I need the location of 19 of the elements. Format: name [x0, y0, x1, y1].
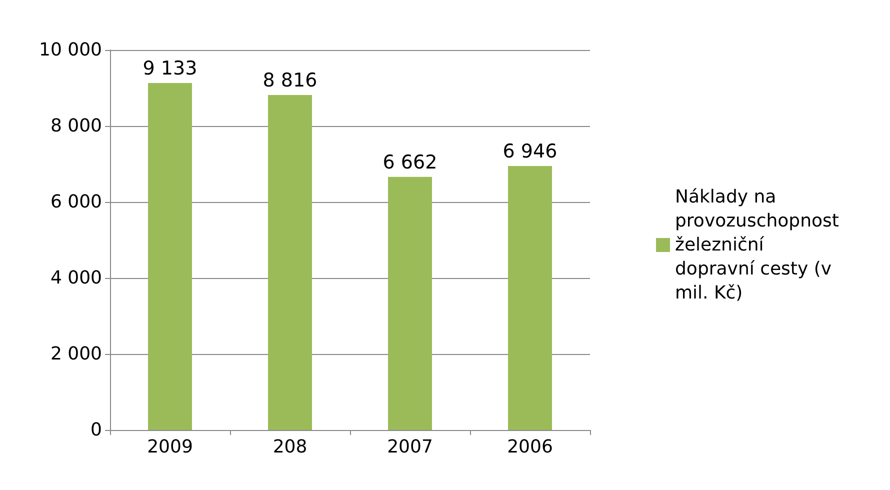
data-label: 8 816: [262, 69, 318, 92]
bar: [148, 82, 192, 430]
x-tick-label: 2007: [387, 436, 433, 458]
bar: [268, 94, 312, 430]
y-tick-label: 10 000: [39, 40, 102, 60]
y-tick-label: 4 000: [50, 268, 102, 288]
x-tick-label: 208: [272, 436, 308, 458]
y-tick-label: 0: [90, 420, 102, 440]
x-tick-label: 2009: [147, 436, 193, 458]
y-tick-label: 6 000: [50, 192, 102, 212]
y-tick-label: 8 000: [50, 116, 102, 136]
y-tick-label: 2 000: [50, 344, 102, 364]
bar: [508, 166, 552, 430]
data-label: 6 946: [502, 140, 558, 163]
legend-label: Náklady na provozuschopnost železniční dopravní cesty (v mil. Kč): [675, 186, 845, 304]
bar: [388, 176, 432, 430]
data-label: 9 133: [142, 57, 198, 80]
x-tick-label: 2006: [507, 436, 553, 458]
data-label: 6 662: [382, 151, 438, 174]
